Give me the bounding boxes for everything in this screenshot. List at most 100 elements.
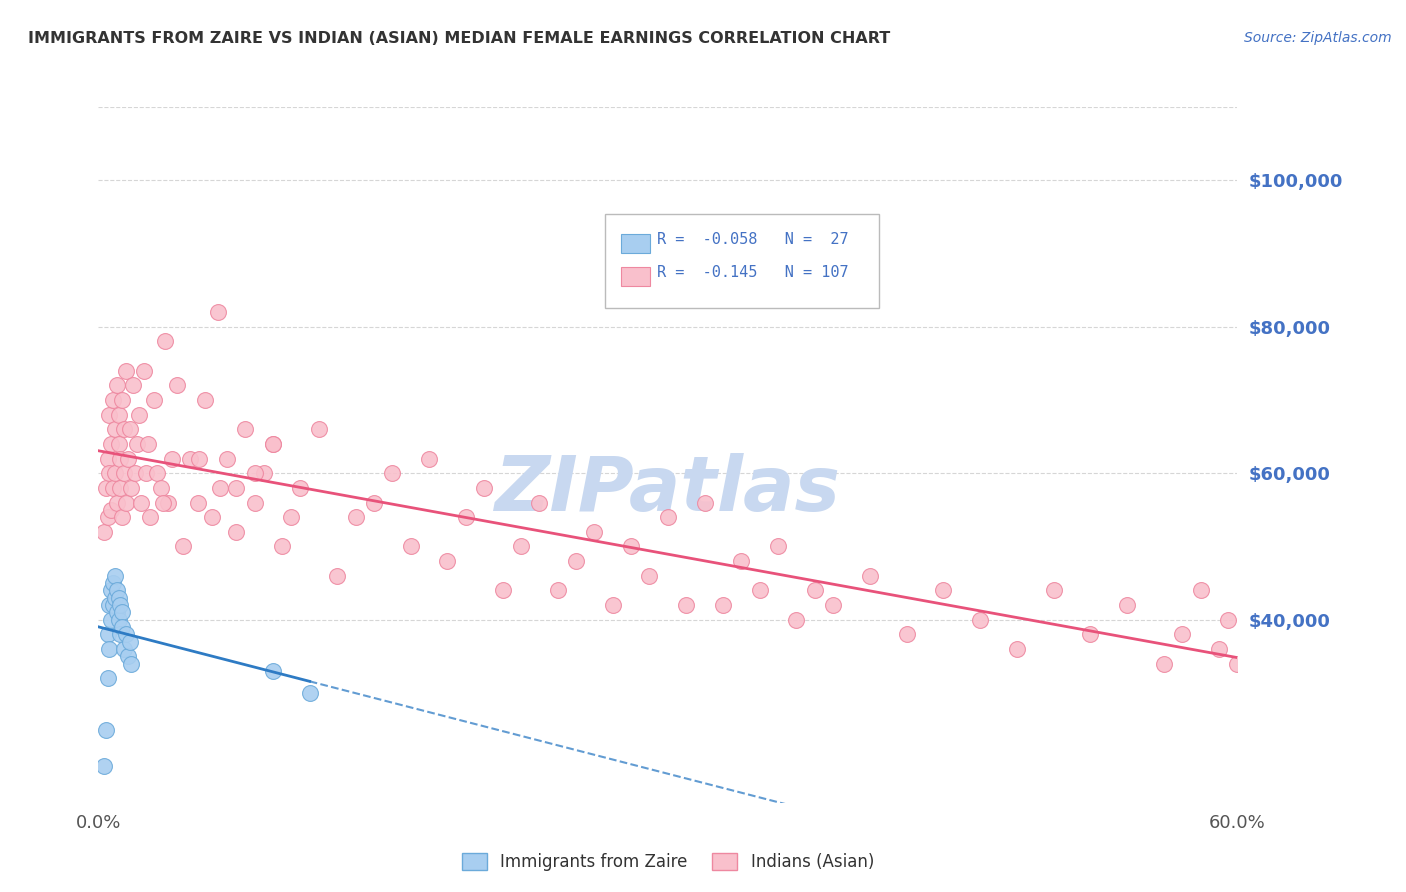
Point xyxy=(112,467,135,481)
Point xyxy=(766,540,789,554)
Point xyxy=(152,495,174,509)
Point xyxy=(111,510,134,524)
Point xyxy=(1189,583,1212,598)
Point xyxy=(97,627,120,641)
Point xyxy=(101,598,124,612)
Point xyxy=(139,510,162,524)
Point xyxy=(93,524,115,539)
Point xyxy=(194,392,217,407)
Point xyxy=(381,467,404,481)
Point xyxy=(823,598,845,612)
Point xyxy=(1005,642,1028,657)
Point xyxy=(105,495,128,509)
Point xyxy=(215,451,238,466)
Point xyxy=(326,568,349,582)
Point xyxy=(115,627,138,641)
Point xyxy=(111,606,134,620)
Point xyxy=(638,568,661,582)
Point xyxy=(657,510,679,524)
Point xyxy=(142,392,165,407)
Text: IMMIGRANTS FROM ZAIRE VS INDIAN (ASIAN) MEDIAN FEMALE EARNINGS CORRELATION CHART: IMMIGRANTS FROM ZAIRE VS INDIAN (ASIAN) … xyxy=(28,31,890,46)
Point xyxy=(225,524,247,539)
Point xyxy=(97,510,120,524)
Point xyxy=(149,481,172,495)
Point xyxy=(693,495,716,509)
Point xyxy=(118,422,141,436)
Point xyxy=(98,408,121,422)
Point xyxy=(896,627,918,641)
Point xyxy=(98,598,121,612)
Point xyxy=(121,657,143,671)
Point xyxy=(436,554,458,568)
Point xyxy=(225,481,247,495)
Point xyxy=(104,568,127,582)
Point xyxy=(730,554,752,568)
Point xyxy=(1153,657,1175,671)
Point xyxy=(253,467,276,481)
Point xyxy=(308,422,330,436)
Point xyxy=(105,583,128,598)
Point xyxy=(1042,583,1064,598)
Point xyxy=(98,467,121,481)
Point xyxy=(243,467,266,481)
Point xyxy=(207,305,229,319)
Point xyxy=(344,510,367,524)
Point xyxy=(110,481,132,495)
Point xyxy=(97,451,120,466)
Point xyxy=(135,467,157,481)
Point xyxy=(101,392,124,407)
Point xyxy=(620,540,643,554)
Point xyxy=(153,334,176,349)
Point xyxy=(100,613,122,627)
Point xyxy=(115,495,138,509)
Point xyxy=(129,495,152,509)
Point xyxy=(94,481,117,495)
Point xyxy=(100,503,122,517)
Text: ZIPatlas: ZIPatlas xyxy=(495,453,841,526)
Point xyxy=(118,634,141,648)
Point xyxy=(179,451,201,466)
Point xyxy=(111,392,134,407)
Point xyxy=(509,540,531,554)
Point xyxy=(262,437,284,451)
Point xyxy=(121,481,143,495)
Point xyxy=(112,422,135,436)
Point xyxy=(115,364,138,378)
Point xyxy=(128,408,150,422)
Point xyxy=(262,664,284,678)
Point xyxy=(110,598,132,612)
Point xyxy=(969,613,991,627)
Point xyxy=(100,437,122,451)
Point xyxy=(529,495,551,509)
Point xyxy=(859,568,882,582)
Point xyxy=(105,378,128,392)
Point xyxy=(748,583,770,598)
Point xyxy=(100,583,122,598)
Point xyxy=(160,451,183,466)
Point xyxy=(104,591,127,605)
Point xyxy=(94,723,117,737)
Point xyxy=(136,437,159,451)
Point xyxy=(101,481,124,495)
Point xyxy=(363,495,385,509)
Point xyxy=(785,613,807,627)
Point xyxy=(107,613,129,627)
Point xyxy=(107,437,129,451)
Point xyxy=(454,510,477,524)
Point xyxy=(104,467,127,481)
Point xyxy=(399,540,422,554)
Point xyxy=(1078,627,1101,641)
Point xyxy=(1116,598,1139,612)
Point xyxy=(565,554,588,568)
Point xyxy=(125,437,148,451)
Point xyxy=(104,422,127,436)
Point xyxy=(243,495,266,509)
Point xyxy=(117,649,139,664)
Point xyxy=(107,591,129,605)
Point xyxy=(491,583,513,598)
Point xyxy=(290,481,312,495)
Point xyxy=(107,408,129,422)
Point xyxy=(602,598,624,612)
Point xyxy=(122,378,145,392)
Point xyxy=(93,759,115,773)
